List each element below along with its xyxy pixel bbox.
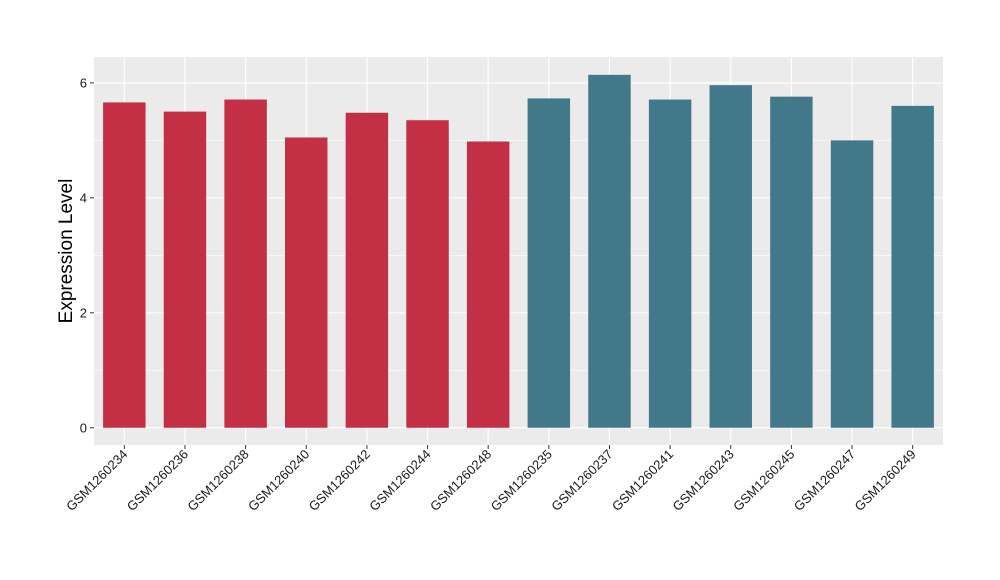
bar-GSM1260234 — [103, 102, 146, 428]
bar-GSM1260249 — [891, 105, 934, 428]
x-tick-label: GSM1260238 — [184, 447, 251, 514]
bar-GSM1260245 — [770, 96, 813, 428]
bar-GSM1260248 — [466, 141, 510, 428]
x-tick-label: GSM1260243 — [670, 447, 737, 514]
x-tick-label: GSM1260234 — [63, 447, 130, 514]
y-axis-title: Expression Level — [56, 179, 77, 324]
bars — [103, 74, 934, 428]
bar-GSM1260247 — [830, 140, 874, 428]
bar-GSM1260243 — [709, 85, 752, 428]
y-tick-label: 6 — [80, 75, 87, 90]
x-tick-label: GSM1260248 — [427, 447, 494, 514]
bar-GSM1260244 — [406, 120, 449, 428]
x-tick-label: GSM1260237 — [548, 447, 615, 514]
bar-GSM1260242 — [345, 112, 389, 428]
plot-panel — [94, 57, 943, 445]
x-tick-label: GSM1260247 — [791, 447, 858, 514]
x-tick-label: GSM1260241 — [609, 447, 676, 514]
x-tick-label: GSM1260244 — [366, 447, 433, 514]
x-tick-label: GSM1260242 — [306, 447, 373, 514]
x-tick-label: GSM1260236 — [124, 447, 191, 514]
y-axis: 0 2 4 6 — [80, 75, 94, 435]
y-tick-label: 2 — [80, 305, 87, 320]
x-axis: GSM1260234GSM1260236GSM1260238GSM1260240… — [63, 445, 919, 514]
bar-GSM1260235 — [527, 98, 571, 428]
y-tick-label: 0 — [80, 420, 87, 435]
y-tick-label: 4 — [80, 190, 87, 205]
bar-GSM1260237 — [588, 74, 631, 428]
bar-GSM1260236 — [163, 111, 207, 428]
x-tick-label: GSM1260235 — [488, 447, 555, 514]
bar-GSM1260241 — [648, 99, 692, 428]
bar-GSM1260238 — [224, 99, 267, 428]
x-tick-label: GSM1260249 — [851, 447, 918, 514]
bar-GSM1260240 — [285, 137, 328, 428]
x-tick-label: GSM1260245 — [730, 447, 797, 514]
x-tick-label: GSM1260240 — [245, 447, 312, 514]
